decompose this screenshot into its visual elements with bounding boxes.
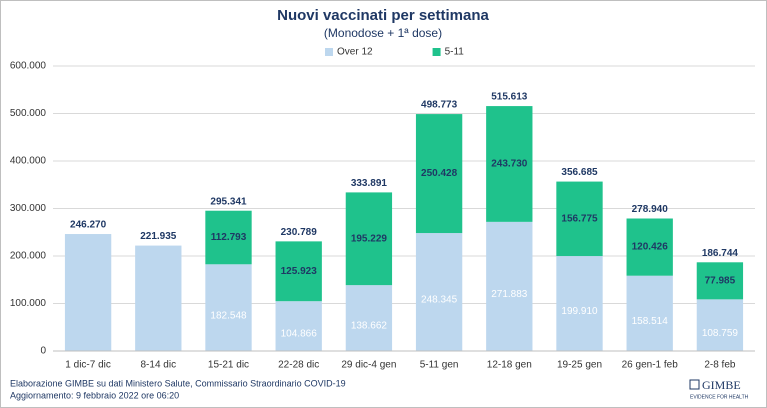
x-tick-label: 1 dic-7 dic xyxy=(65,360,111,371)
value-label: 158.514 xyxy=(632,316,669,327)
x-tick-label: 29 dic-4 gen xyxy=(341,360,396,371)
x-tick-label: 2-8 feb xyxy=(704,360,736,371)
value-label: 199.910 xyxy=(561,306,598,317)
y-tick-label: 0 xyxy=(40,346,46,357)
bar-segment xyxy=(415,114,463,234)
x-tick-label: 26 gen-1 feb xyxy=(622,360,679,371)
value-label: 120.426 xyxy=(632,242,669,253)
total-label: 230.789 xyxy=(281,227,318,238)
logo-tagline: EVIDENCE FOR HEALTH xyxy=(690,394,749,400)
bar-segment xyxy=(696,299,744,351)
value-label: 125.923 xyxy=(281,266,318,277)
bar-segment xyxy=(556,256,603,351)
legend-swatch xyxy=(432,48,441,56)
chart-title: Nuovi vaccinati per settimana xyxy=(277,7,489,24)
x-tick-label: 12-18 gen xyxy=(487,360,532,371)
bar-segment xyxy=(205,264,252,351)
source: Elaborazione GIMBE su dati Ministero Sal… xyxy=(10,378,346,388)
value-label: 108.759 xyxy=(702,328,739,339)
legend-swatch xyxy=(325,48,333,56)
total-label: 295.341 xyxy=(210,196,247,207)
value-label: 182.548 xyxy=(210,310,247,321)
bar-segment xyxy=(486,106,533,222)
x-tick-label: 8-14 dic xyxy=(141,360,177,371)
x-tick-label: 15-21 dic xyxy=(208,360,249,371)
bar-segment xyxy=(626,275,673,351)
total-label: 333.891 xyxy=(351,178,388,189)
bar-segment xyxy=(64,234,112,351)
logo: GIMBE xyxy=(702,378,741,392)
updated: Aggiornamento: 9 febbraio 2022 ore 06:20 xyxy=(10,390,179,400)
x-tick-label: 5-11 gen xyxy=(420,360,459,371)
value-label: 112.793 xyxy=(211,232,247,243)
total-label: 278.940 xyxy=(632,204,669,215)
total-label: 356.685 xyxy=(561,167,598,178)
total-label: 246.270 xyxy=(70,220,107,231)
y-tick-label: 200.000 xyxy=(10,251,47,262)
total-label: 498.773 xyxy=(421,100,458,111)
legend-label: 5-11 xyxy=(445,47,465,58)
x-tick-label: 22-28 dic xyxy=(278,360,319,371)
y-tick-label: 400.000 xyxy=(10,156,47,167)
y-tick-label: 300.000 xyxy=(10,203,47,214)
y-tick-label: 600.000 xyxy=(10,61,47,72)
legend-label: Over 12 xyxy=(337,47,373,58)
bar-segment xyxy=(626,218,673,276)
bar-segment xyxy=(275,301,322,351)
bar-segment xyxy=(345,192,393,286)
y-tick-label: 100.000 xyxy=(10,298,47,309)
value-label: 77.985 xyxy=(705,275,736,286)
total-label: 515.613 xyxy=(491,92,528,103)
bar-segment xyxy=(275,241,322,302)
bar-segment xyxy=(556,181,603,257)
bar-segment xyxy=(345,285,393,351)
value-label: 271.883 xyxy=(491,289,528,300)
bar-segment xyxy=(415,233,463,351)
bar-segment xyxy=(696,262,744,300)
value-label: 248.345 xyxy=(421,295,458,306)
logo-icon xyxy=(689,379,700,390)
value-label: 156.775 xyxy=(561,213,598,224)
total-label: 186.744 xyxy=(702,248,739,259)
value-label: 250.428 xyxy=(421,168,458,179)
x-tick-label: 19-25 gen xyxy=(557,360,602,371)
value-label: 104.866 xyxy=(281,329,318,340)
value-label: 138.662 xyxy=(351,321,388,332)
y-tick-label: 500.000 xyxy=(10,108,47,119)
value-label: 195.229 xyxy=(351,233,388,244)
bar-segment xyxy=(486,221,533,351)
bar-segment xyxy=(205,210,252,265)
total-label: 221.935 xyxy=(140,231,177,242)
chart-subtitle: (Monodose + 1ª dose) xyxy=(324,26,442,40)
value-label: 243.730 xyxy=(491,159,528,170)
bar-segment xyxy=(135,245,182,351)
